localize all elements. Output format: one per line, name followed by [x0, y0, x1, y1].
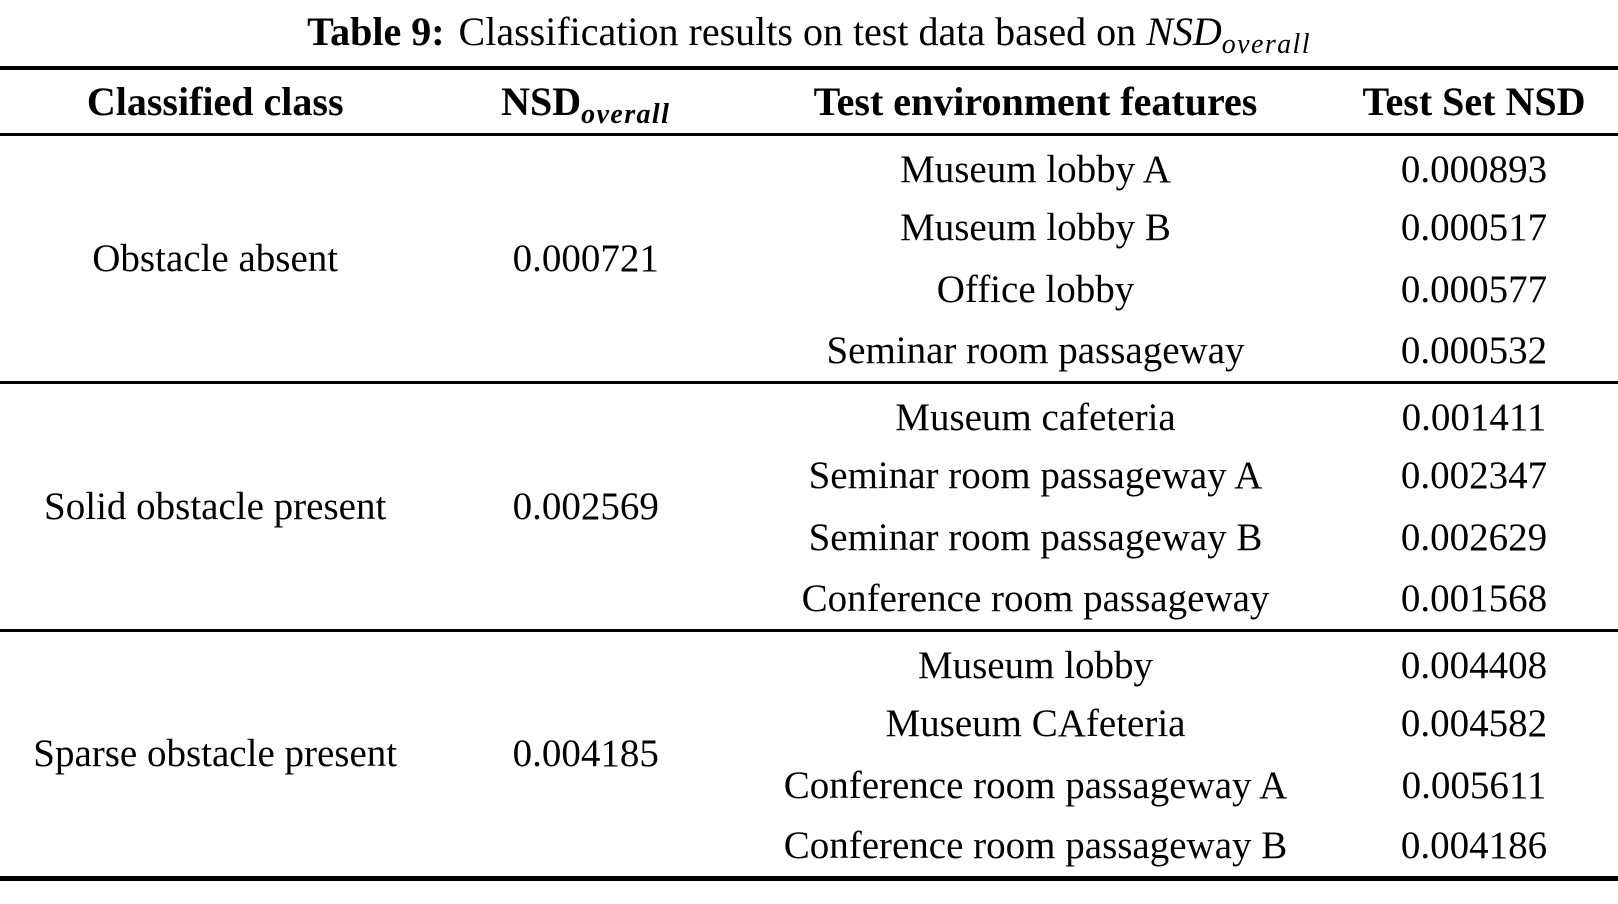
- environment-cell: Museum CAfeteria: [885, 701, 1186, 745]
- table-row: Obstacle absent 0.000721 Museum lobby A …: [0, 134, 1618, 279]
- test-set-nsd-cell: 0.000517: [1400, 205, 1548, 249]
- table-row: Seminar room passageway A 0.002347: [0, 444, 1618, 506]
- nsd-header-subscript: overall: [581, 99, 671, 131]
- environment-cell: Museum cafeteria: [895, 396, 1176, 440]
- column-header-classified-class: Classified class: [0, 68, 431, 136]
- table-row: Seminar room passageway 0.000532: [0, 320, 1618, 382]
- table-header-row: Classified class NSDoverall Test environ…: [0, 68, 1618, 136]
- nsd-math-subscript: overall: [1221, 28, 1311, 60]
- nsd-math-base: NSD: [1146, 9, 1222, 54]
- test-set-nsd-cell: 0.000893: [1400, 148, 1548, 192]
- table-row: Conference room passageway 0.001568: [0, 568, 1618, 630]
- environment-cell: Conference room passageway A: [783, 763, 1288, 807]
- test-set-nsd-cell: 0.001568: [1400, 576, 1548, 620]
- environment-cell: Conference room passageway: [801, 576, 1270, 620]
- test-set-nsd-cell: 0.001411: [1401, 396, 1547, 440]
- classified-class-cell: Solid obstacle present: [44, 484, 387, 528]
- environment-cell: Seminar room passageway A: [808, 453, 1263, 497]
- test-set-nsd-cell: 0.002629: [1400, 515, 1548, 559]
- classified-class-cell: Sparse obstacle present: [33, 732, 398, 775]
- table-row: Sparse obstacle present 0.004185 Museum …: [0, 630, 1618, 775]
- nsd-overall-cell: 0.002569: [512, 484, 659, 528]
- table-row: Solid obstacle present 0.002569 Museum c…: [0, 382, 1618, 527]
- table-row: Seminar room passageway B 0.002629: [0, 506, 1618, 568]
- table-caption-label: Table 9:: [307, 9, 445, 54]
- nsd-header-base: NSD: [501, 78, 582, 124]
- test-set-nsd-cell: 0.002347: [1400, 453, 1548, 497]
- environment-cell: Conference room passageway B: [783, 824, 1288, 868]
- classification-results-table: Classified class NSDoverall Test environ…: [0, 66, 1618, 881]
- environment-cell: Office lobby: [936, 267, 1135, 311]
- group-sparse-obstacle-present: Sparse obstacle present 0.004185 Museum …: [0, 630, 1618, 878]
- nsd-overall-cell: 0.000721: [512, 236, 659, 280]
- column-header-test-environment: Test environment features: [741, 68, 1330, 136]
- test-set-nsd-cell: 0.005611: [1401, 763, 1547, 807]
- nsd-overall-math: NSDoverall: [1146, 9, 1311, 60]
- nsd-overall-cell: 0.004185: [512, 732, 659, 775]
- test-set-nsd-cell: 0.004408: [1400, 644, 1548, 688]
- environment-cell: Museum lobby A: [900, 148, 1171, 192]
- table-row: Conference room passageway B 0.004186: [0, 816, 1618, 878]
- environment-cell: Seminar room passageway: [826, 328, 1245, 372]
- column-header-nsd-overall: NSDoverall: [430, 68, 742, 136]
- test-set-nsd-cell: 0.000577: [1400, 267, 1548, 311]
- column-header-test-set-nsd: Test Set NSD: [1329, 68, 1618, 136]
- table-row: Museum lobby B 0.000517: [0, 196, 1618, 258]
- table-row: Museum CAfeteria 0.004582: [0, 692, 1618, 754]
- table-row: Office lobby 0.000577: [0, 258, 1618, 320]
- environment-cell: Seminar room passageway B: [808, 515, 1263, 559]
- table-row: Conference room passageway A 0.005611: [0, 754, 1618, 816]
- group-solid-obstacle-present: Solid obstacle present 0.002569 Museum c…: [0, 382, 1618, 630]
- table-caption-text: Classification results on test data base…: [458, 9, 1137, 54]
- test-set-nsd-cell: 0.000532: [1400, 328, 1548, 372]
- test-set-nsd-cell: 0.004582: [1400, 701, 1548, 745]
- group-obstacle-absent: Obstacle absent 0.000721 Museum lobby A …: [0, 134, 1618, 382]
- environment-cell: Museum lobby: [917, 644, 1154, 688]
- classified-class-cell: Obstacle absent: [92, 236, 339, 280]
- environment-cell: Museum lobby B: [900, 205, 1171, 249]
- test-set-nsd-cell: 0.004186: [1400, 824, 1548, 868]
- table-caption: Table 9: Classification results on test d…: [0, 0, 1618, 66]
